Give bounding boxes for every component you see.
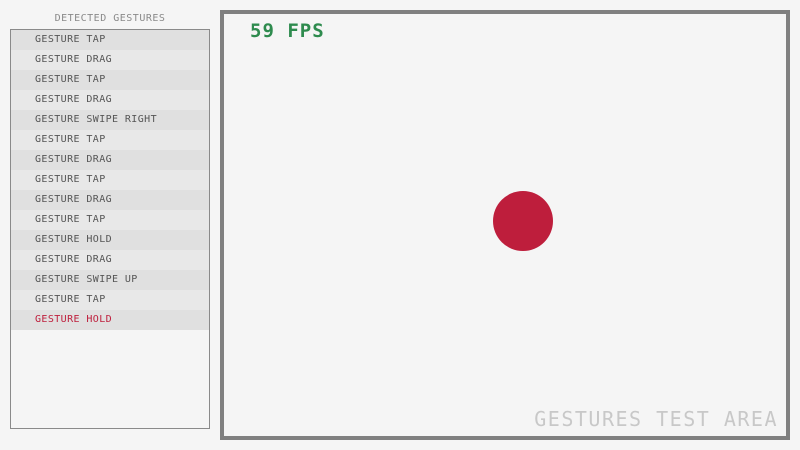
gesture-log-item: GESTURE TAP [11,210,209,230]
panel-title: DETECTED GESTURES [54,13,166,24]
gesture-log-item: GESTURE TAP [11,30,209,50]
gesture-log-panel: GESTURE TAP GESTURE DRAG GESTURE TAP GES… [10,29,210,429]
test-area-label: GESTURES TEST AREA [534,407,778,431]
gesture-log-item-latest: GESTURE HOLD [11,310,209,330]
gesture-log-item: GESTURE DRAG [11,50,209,70]
gesture-log-item: GESTURE DRAG [11,90,209,110]
gesture-log-item: GESTURE SWIPE RIGHT [11,110,209,130]
fps-counter: 59 FPS [250,20,325,42]
gesture-log-item: GESTURE DRAG [11,250,209,270]
touch-point-circle [493,191,553,251]
gesture-log-item: GESTURE TAP [11,130,209,150]
gesture-log-item: GESTURE TAP [11,70,209,90]
gesture-log-item: GESTURE TAP [11,290,209,310]
gesture-log-item: GESTURE SWIPE UP [11,270,209,290]
gesture-log-item: GESTURE DRAG [11,150,209,170]
gesture-log-item: GESTURE HOLD [11,230,209,250]
gesture-log-item: GESTURE DRAG [11,190,209,210]
gesture-log-item: GESTURE TAP [11,170,209,190]
gesture-list: GESTURE TAP GESTURE DRAG GESTURE TAP GES… [11,30,209,330]
gesture-test-area[interactable]: 59 FPS GESTURES TEST AREA [220,10,790,440]
